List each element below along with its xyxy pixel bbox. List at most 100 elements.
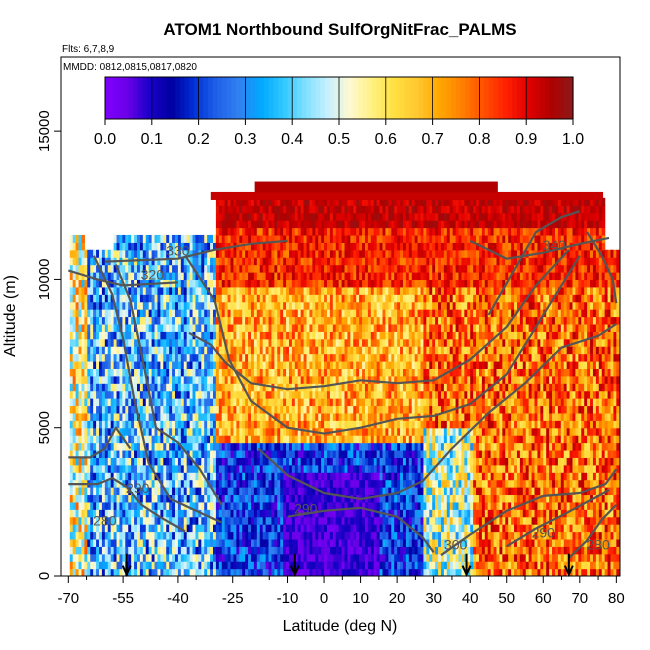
heatmap-cell: [107, 524, 112, 533]
heatmap-cell: [90, 309, 94, 318]
heatmap-cell: [128, 561, 132, 570]
heatmap-cell: [154, 368, 159, 377]
heatmap-cell: [148, 501, 153, 510]
heatmap-cell: [169, 353, 173, 362]
flights-note: Flts: 6,7,8,9: [62, 44, 115, 55]
heatmap-cell: [180, 257, 185, 266]
heatmap-cell: [90, 360, 94, 369]
heatmap-cell: [163, 449, 167, 458]
heatmap-cell: [87, 309, 91, 318]
heatmap-cell: [151, 257, 156, 266]
heatmap-cell: [166, 427, 170, 436]
heatmap-cell: [104, 301, 109, 310]
heatmap-cell: [72, 316, 77, 325]
heatmap-cell: [96, 553, 100, 562]
heatmap-cell: [160, 516, 164, 525]
heatmap-cell: [163, 442, 167, 451]
heatmap-cell: [78, 442, 83, 451]
heatmap-cell: [78, 420, 83, 429]
heatmap-cell: [169, 398, 173, 407]
heatmap-cell: [87, 442, 91, 451]
heatmap-cell: [172, 405, 176, 414]
heatmap-cell: [119, 457, 123, 466]
heatmap-cell: [145, 568, 150, 576]
heatmap-cell: [151, 242, 156, 251]
heatmap-cell: [177, 234, 182, 243]
heatmap-cell: [169, 442, 173, 451]
heatmap-cell: [166, 435, 170, 444]
heatmap-cell: [177, 553, 182, 562]
heatmap-cell: [139, 487, 144, 496]
heatmap-cell: [160, 257, 164, 266]
heatmap-cell: [151, 360, 156, 369]
heatmap-cell: [87, 494, 91, 503]
heatmap-cell: [139, 457, 144, 466]
heatmap-cell: [110, 272, 115, 281]
heatmap-cell: [119, 442, 123, 451]
heatmap-cell: [122, 398, 126, 407]
heatmap-cell: [104, 368, 109, 377]
heatmap-cell: [72, 257, 77, 266]
heatmap-cell: [90, 346, 94, 355]
heatmap-cell: [122, 457, 126, 466]
heatmap-cell: [183, 494, 188, 503]
heatmap-cell: [139, 516, 144, 525]
heatmap-cell: [136, 457, 141, 466]
heatmap-cell: [183, 420, 188, 429]
heatmap-cell: [151, 435, 156, 444]
heatmap-cell: [177, 383, 182, 392]
heatmap-cell: [96, 383, 100, 392]
heatmap-cell: [93, 568, 97, 576]
heatmap-cell: [172, 487, 176, 496]
heatmap-cell: [183, 516, 188, 525]
heatmap-cell: [131, 375, 135, 384]
heatmap-cell: [75, 249, 80, 258]
heatmap-cell: [110, 405, 115, 414]
heatmap-cell: [119, 472, 123, 481]
heatmap-cell: [145, 516, 150, 525]
heatmap-cell: [136, 375, 141, 384]
heatmap-cell: [93, 509, 97, 518]
heatmap-cell: [136, 272, 141, 281]
heatmap-cell: [90, 472, 94, 481]
heatmap-cell: [163, 242, 167, 251]
heatmap-cell: [75, 538, 80, 547]
heatmap-cell: [75, 420, 80, 429]
heatmap-cell: [177, 412, 182, 421]
heatmap-cell: [69, 405, 74, 414]
heatmap-cell: [172, 316, 176, 325]
heatmap-cell: [72, 420, 77, 429]
heatmap-cell: [101, 538, 106, 547]
heatmap-cell: [154, 309, 159, 318]
heatmap-cell: [90, 294, 94, 303]
heatmap-cell: [154, 435, 159, 444]
heatmap-cell: [90, 538, 94, 547]
heatmap-cell: [107, 294, 112, 303]
heatmap-cell: [157, 390, 161, 399]
heatmap-cell: [78, 546, 83, 555]
heatmap-cell: [116, 509, 121, 518]
heatmap-cell: [180, 516, 185, 525]
heatmap-cell: [136, 264, 141, 273]
heatmap-cell: [131, 353, 135, 362]
heatmap-cell: [110, 516, 115, 525]
heatmap-cell: [101, 331, 106, 340]
heatmap-cell: [134, 538, 138, 547]
heatmap-cell: [183, 368, 188, 377]
heatmap-cell: [163, 398, 167, 407]
heatmap-cell: [87, 449, 91, 458]
heatmap-cell: [119, 553, 123, 562]
heatmap-cell: [166, 368, 170, 377]
heatmap-cell: [122, 531, 126, 540]
heatmap-cell: [104, 487, 109, 496]
heatmap-cell: [110, 524, 115, 533]
heatmap-cell: [142, 338, 147, 347]
heatmap-cell: [87, 323, 91, 332]
heatmap-cell: [134, 516, 138, 525]
heatmap-cell: [119, 531, 123, 540]
heatmap-cell: [177, 472, 182, 481]
heatmap-cell: [75, 309, 80, 318]
heatmap-cell: [122, 568, 126, 576]
heatmap-cell: [107, 249, 112, 258]
heatmap-cell: [125, 368, 129, 377]
